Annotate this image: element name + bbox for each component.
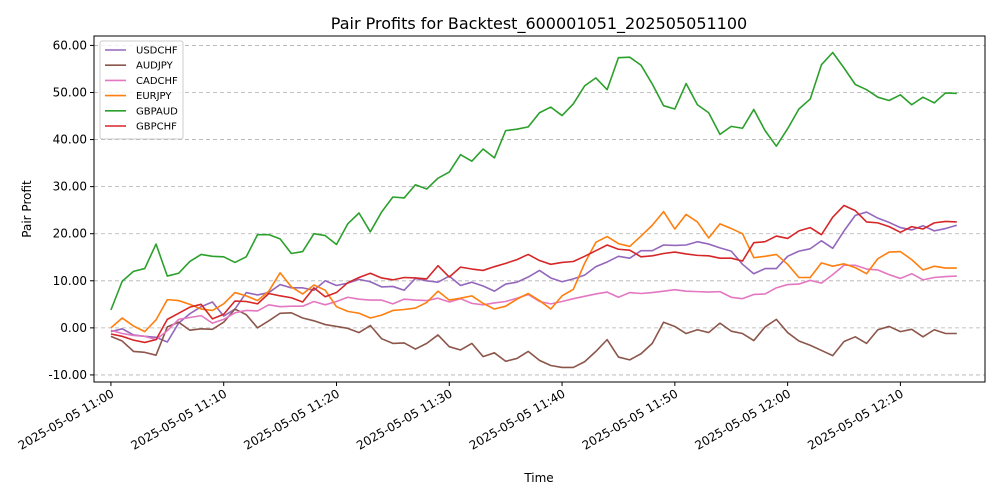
legend-label-gbpchf: GBPCHF <box>136 122 177 133</box>
plot-frame <box>93 35 986 383</box>
series-line-usdchf <box>110 211 958 343</box>
y-tick-label: 50.00 <box>53 85 87 99</box>
y-tick-label: 60.00 <box>53 38 87 52</box>
y-axis-label: Pair Profit <box>20 180 34 238</box>
y-tick-label: -10.00 <box>48 368 87 382</box>
series-line-gbpaud <box>110 51 957 311</box>
legend-label-gbpaud: GBPAUD <box>136 106 178 117</box>
grid <box>94 45 985 376</box>
x-axis-label: Time <box>523 471 553 485</box>
series-line-gbpchf <box>110 204 957 344</box>
y-tick-label: 0.00 <box>60 321 87 335</box>
series-line-eurjpy <box>110 210 957 333</box>
y-tick-label: 20.00 <box>53 227 87 241</box>
legend: USDCHF AUDJPY CADCHF EURJPY GBPAUD GBPCHF <box>99 40 184 140</box>
chart-title: Pair Profits for Backtest_600001051_2025… <box>331 14 747 34</box>
series-line-audjpy <box>110 308 957 369</box>
y-axis: -10.00 0.00 10.00 20.00 30.00 40.00 50.00 60.00 <box>48 38 94 382</box>
y-tick-label: 30.00 <box>53 180 87 194</box>
legend-label-cadchf: CADCHF <box>136 76 178 87</box>
series-lines <box>110 51 958 369</box>
y-tick-label: 40.00 <box>53 133 87 147</box>
y-tick-label: 10.00 <box>53 274 87 288</box>
legend-label-audjpy: AUDJPY <box>136 61 174 72</box>
legend-label-eurjpy: EURJPY <box>136 91 172 102</box>
legend-label-usdchf: USDCHF <box>136 46 178 57</box>
